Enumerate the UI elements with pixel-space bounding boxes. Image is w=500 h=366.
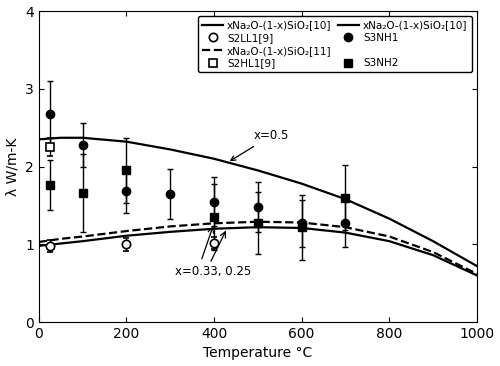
Y-axis label: λ W/m-K: λ W/m-K	[6, 137, 20, 196]
Text: x=0.5: x=0.5	[231, 129, 289, 160]
X-axis label: Temperature °C: Temperature °C	[203, 347, 312, 361]
Text: x=0.33, 0.25: x=0.33, 0.25	[174, 265, 251, 279]
Legend: xNa₂O-(1-x)SiO₂[10], S2LL1[9], xNa₂O-(1-x)SiO₂[11], S2HL1[9], xNa₂O-(1-x)SiO₂[10: xNa₂O-(1-x)SiO₂[10], S2LL1[9], xNa₂O-(1-…	[198, 16, 471, 72]
